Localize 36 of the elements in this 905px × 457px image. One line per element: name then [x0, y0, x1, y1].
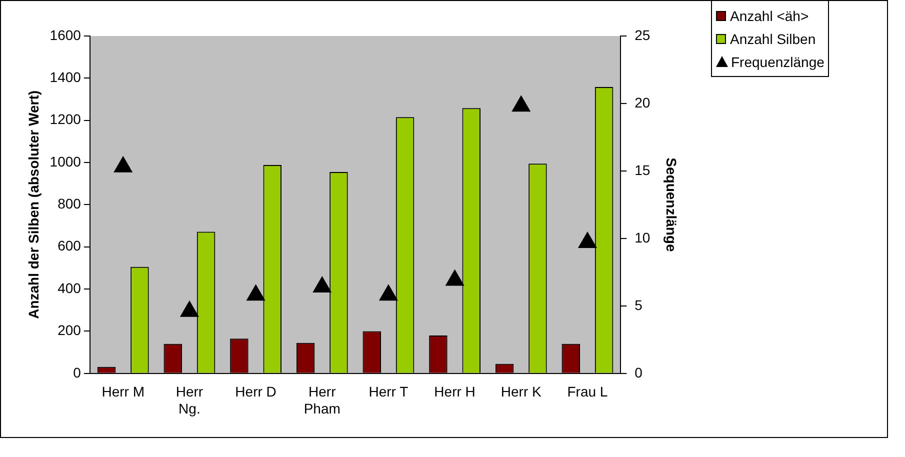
legend-label: Anzahl <äh>: [730, 8, 809, 24]
x-tick-label: Herr Ng.: [176, 384, 204, 416]
x-tick-label: Frau L: [567, 384, 608, 400]
y2-tick-label: 25: [634, 26, 650, 43]
y2-axis-title: Sequenzlänge: [664, 158, 680, 252]
x-tick-label: Herr K: [500, 384, 542, 400]
x-tick-label: Herr Pham: [304, 384, 340, 416]
y-tick-label: 1000: [50, 153, 82, 170]
y2-tick-label: 5: [634, 296, 643, 313]
x-tick-label: Herr M: [102, 384, 145, 400]
y-tick-label: 800: [58, 196, 82, 212]
y-tick-label: 1600: [50, 26, 82, 43]
y-tick-label: 1400: [50, 69, 82, 86]
legend-label: Anzahl Silben: [730, 30, 816, 46]
y2-tick-label: 10: [634, 229, 650, 246]
x-tick-label: Herr D: [235, 384, 276, 400]
y2-tick-label: 15: [634, 162, 650, 178]
point: [512, 96, 530, 112]
x-tick-label: Herr H: [434, 384, 476, 400]
legend-label: Frequenzlänge: [731, 54, 824, 70]
y2-tick-label: 0: [634, 364, 643, 380]
y-tick-label: 600: [58, 238, 82, 254]
x-tick-label: Herr T: [368, 384, 409, 400]
point: [578, 232, 597, 248]
y-tick-label: 0: [73, 364, 82, 380]
y2-tick-label: 20: [634, 94, 650, 110]
point: [180, 300, 199, 317]
point: [446, 270, 464, 286]
y-tick-label: 1200: [50, 111, 82, 128]
y-axis-title: Anzahl der Silben (absoluter Wert): [25, 90, 42, 319]
y-tick-label: 200: [58, 322, 82, 338]
point: [114, 156, 132, 172]
point: [246, 284, 265, 301]
point: [379, 284, 398, 301]
y-tick-label: 400: [58, 280, 82, 296]
point: [312, 276, 332, 293]
